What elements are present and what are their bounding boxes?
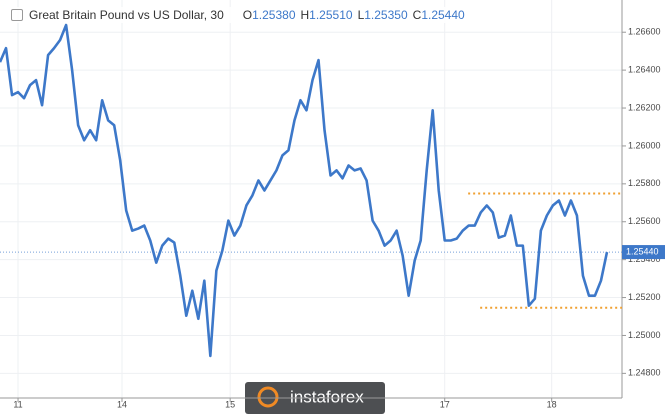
ohlc-value: 1.25440 [421,8,465,22]
y-tick-label: 1.25600 [628,216,661,226]
watermark-logo [257,386,279,408]
ohlc-key: L [357,8,365,22]
ohlc-key: O [242,8,253,22]
x-tick-label: 15 [225,399,235,409]
price-label: 1.25440 [626,246,659,256]
x-tick-label: 17 [440,399,450,409]
y-tick-label: 1.26200 [628,102,661,112]
chart-legend: Great Britain Pound vs US Dollar, 30 O 1.… [4,7,468,23]
symbol-icon [11,9,23,21]
y-tick-label: 1.25800 [628,178,661,188]
ohlc-key: H [300,8,310,22]
ohlc-value: 1.25350 [364,8,408,22]
x-tick-label: 14 [117,399,127,409]
ohlc-value: 1.25510 [309,8,353,22]
x-tick-label: 11 [13,399,22,409]
y-tick-label: 1.25200 [628,292,661,302]
y-tick-label: 1.26000 [628,140,661,150]
y-tick-label: 1.25000 [628,330,661,340]
chart-title: Great Britain Pound vs US Dollar, 30 [29,8,224,22]
ohlc-key: C [412,8,422,22]
ohlc: O 1.25380 H 1.25510 L 1.25350 C 1.25440 [238,8,465,22]
price-label-box [622,245,665,260]
y-tick-label: 1.26400 [628,64,661,74]
y-tick-label: 1.26600 [628,27,661,37]
x-tick-label: 18 [547,399,557,409]
watermark: instaforex [290,387,364,406]
y-tick-label: 1.24800 [628,368,661,378]
price-line-series [0,23,609,358]
ohlc-value: 1.25380 [252,8,296,22]
